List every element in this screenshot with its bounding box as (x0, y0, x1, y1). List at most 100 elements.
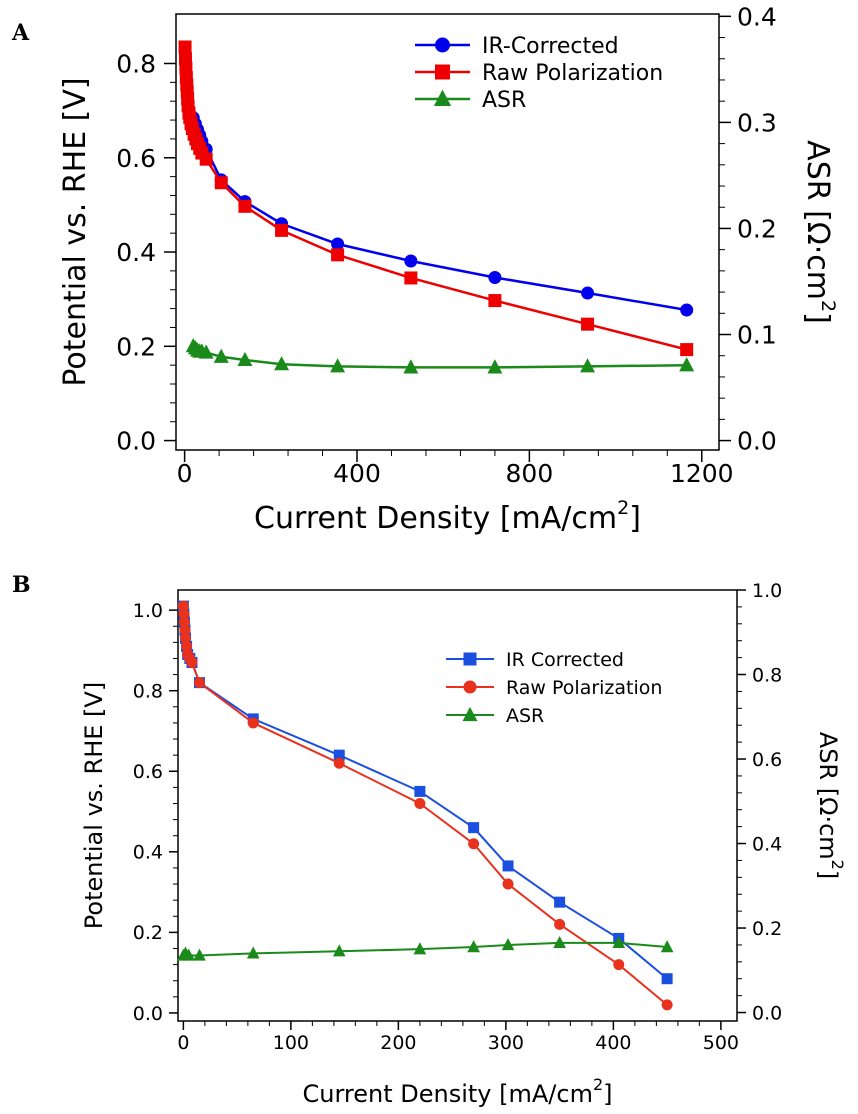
series-asr (185, 338, 695, 374)
y-tick-label: 0.6 (133, 761, 163, 783)
x-tick-label: 1200 (670, 459, 734, 488)
data-point (468, 822, 480, 834)
data-point (199, 152, 213, 166)
plot-frame (175, 13, 720, 451)
series-asr (177, 935, 674, 961)
data-point (178, 608, 190, 620)
y2-tick-label: 0.8 (752, 664, 782, 686)
y2-tick-label: 0.0 (752, 1002, 782, 1024)
data-point (182, 948, 196, 961)
legend-label: ASR (482, 88, 526, 113)
data-point (613, 959, 625, 971)
y2-axis-title: ASR [Ω·cm2] (800, 140, 839, 324)
x-tick-label: 200 (380, 1032, 416, 1054)
series-raw-polarization (178, 40, 694, 357)
data-point (680, 303, 694, 317)
series-line (183, 46, 687, 351)
data-point (661, 973, 673, 985)
data-point (194, 677, 205, 689)
chart-b: 0 100 200 300 400 500 0.0 0.2 0.4 0.6 0.8 1.0 0.0 0.2… (80, 580, 847, 1108)
data-point (581, 317, 595, 331)
x-tick-label: 500 (703, 1032, 739, 1054)
x-axis-title: Current Density [mA/cm2] (254, 497, 641, 536)
y-tick-label: 0.4 (133, 842, 163, 864)
x-tick-label: 0 (177, 1032, 189, 1054)
series-line (192, 117, 687, 312)
data-point (198, 344, 214, 359)
y-tick-label: 0.8 (133, 681, 163, 703)
x-tick-label: 100 (273, 1032, 309, 1054)
data-point (330, 358, 346, 373)
y2-tick-label: 0.3 (737, 108, 777, 137)
panel-label-b: B (12, 572, 31, 598)
data-point (333, 757, 345, 769)
data-point (581, 286, 595, 300)
legend-marker (433, 89, 452, 107)
data-point (661, 999, 673, 1011)
legend-marker (463, 652, 477, 666)
data-point (178, 40, 192, 54)
x-tick-label: 400 (595, 1032, 631, 1054)
data-point (612, 935, 626, 948)
legend-marker (435, 37, 450, 53)
legend-label: ASR (506, 705, 544, 727)
legend-marker (462, 706, 478, 722)
data-point (554, 896, 566, 908)
data-point (193, 948, 206, 961)
series-line (192, 345, 687, 369)
legend-marker (463, 680, 477, 694)
data-point (178, 616, 190, 628)
data-point (404, 271, 418, 285)
x-tick-label: 0 (177, 459, 193, 488)
y2-tick-label: 0.4 (737, 2, 777, 31)
data-point (331, 248, 345, 262)
data-point (501, 938, 515, 951)
data-point (177, 600, 189, 612)
y2-tick-label: 0.6 (752, 749, 782, 771)
y-tick-label: 1.0 (133, 600, 163, 622)
data-point (679, 357, 695, 372)
data-point (467, 940, 480, 953)
data-point (238, 199, 252, 213)
data-point (333, 749, 345, 761)
y-tick-label: 0.0 (133, 1003, 163, 1025)
y-tick-label: 0.2 (116, 332, 156, 361)
legend-label: Raw Polarization (506, 677, 662, 699)
data-point (403, 359, 419, 374)
x-tick-label: 400 (333, 459, 381, 488)
y2-tick-label: 0.2 (737, 214, 777, 243)
data-point (502, 860, 514, 872)
data-point (247, 717, 259, 729)
legend-label: IR Corrected (506, 649, 624, 671)
data-point (488, 294, 502, 308)
data-point (468, 838, 480, 850)
x-tick-label: 800 (506, 459, 554, 488)
data-point (660, 940, 674, 953)
data-point (502, 878, 514, 890)
y-tick-label: 0.2 (133, 922, 163, 944)
y-tick-label: 0.4 (116, 238, 156, 267)
y-axis-title: Potential vs. RHE [V] (80, 682, 108, 929)
data-point (274, 356, 290, 371)
data-point (554, 918, 566, 930)
data-point (246, 946, 260, 959)
x-axis-title: Current Density [mA/cm2] (302, 1075, 612, 1108)
y2-tick-label: 0.4 (752, 833, 782, 855)
data-point (414, 797, 426, 809)
y-axis-title: Potential vs. RHE [V] (58, 77, 93, 386)
y2-tick-label: 1.0 (752, 580, 782, 602)
data-point (487, 359, 503, 374)
plot-frame (177, 589, 738, 1022)
data-point (275, 223, 289, 237)
legend-marker (435, 64, 450, 80)
y2-axis-title: ASR [Ω·cm2] (814, 732, 847, 879)
data-point (414, 785, 426, 797)
data-point (413, 942, 427, 955)
x-tick-label: 300 (488, 1032, 524, 1054)
y2-tick-label: 0.0 (737, 427, 777, 456)
data-point (553, 935, 566, 948)
data-point (580, 358, 596, 373)
data-point (214, 176, 228, 190)
panel-label-a: A (12, 20, 30, 46)
